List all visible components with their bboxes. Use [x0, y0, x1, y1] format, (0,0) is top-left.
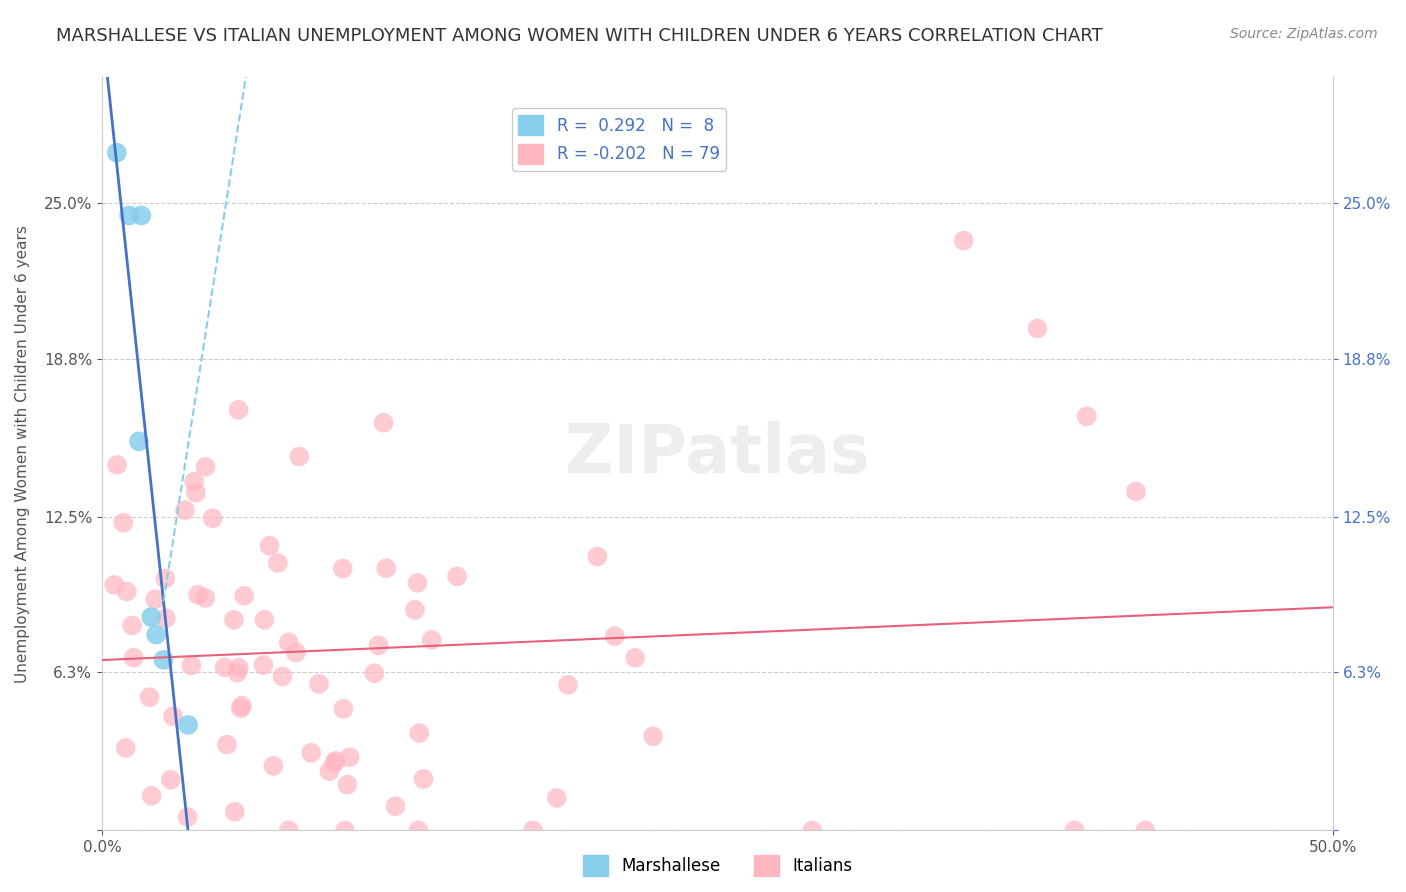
Point [187, 588, 209, 602]
Point [121, 618, 143, 632]
Point [1125, 484, 1147, 499]
Point [325, 754, 347, 768]
Point [183, 475, 205, 489]
Text: MARSHALLESE VS ITALIAN UNEMPLOYMENT AMONG WOMEN WITH CHILDREN UNDER 6 YEARS CORR: MARSHALLESE VS ITALIAN UNEMPLOYMENT AMON… [56, 27, 1102, 45]
Point [323, 756, 346, 770]
Point [194, 591, 217, 605]
Point [1076, 409, 1098, 424]
Point [224, 805, 246, 819]
Point [1135, 823, 1157, 838]
Point [229, 701, 252, 715]
Point [1026, 321, 1049, 335]
Point [145, 627, 167, 641]
Point [138, 690, 160, 705]
Point [155, 611, 177, 625]
Point [339, 750, 361, 764]
Point [141, 789, 163, 803]
Point [801, 823, 824, 838]
Point [252, 658, 274, 673]
Point [408, 823, 430, 838]
Text: Source: ZipAtlas.com: Source: ZipAtlas.com [1230, 27, 1378, 41]
Point [586, 549, 609, 564]
Point [308, 677, 330, 691]
Point [233, 589, 256, 603]
Point [152, 653, 174, 667]
Point [105, 458, 128, 472]
Point [332, 561, 354, 575]
Point [228, 402, 250, 417]
Y-axis label: Unemployment Among Women with Children Under 6 years: Unemployment Among Women with Children U… [15, 225, 30, 683]
Point [131, 209, 153, 223]
Point [143, 592, 166, 607]
Point [122, 650, 145, 665]
Point [184, 485, 207, 500]
Text: ZIPatlas: ZIPatlas [565, 421, 870, 487]
Point [284, 645, 307, 659]
Point [115, 584, 138, 599]
Point [176, 810, 198, 824]
Point [177, 718, 200, 732]
Point [384, 799, 406, 814]
Point [336, 778, 359, 792]
Point [259, 539, 281, 553]
Point [155, 572, 177, 586]
Point [624, 651, 647, 665]
Point [333, 823, 356, 838]
Point [373, 416, 395, 430]
Point [404, 603, 426, 617]
Point [162, 709, 184, 723]
Point [214, 660, 236, 674]
Point [375, 561, 398, 575]
Point [603, 629, 626, 643]
Point [128, 434, 150, 449]
Point [180, 658, 202, 673]
Point [174, 503, 197, 517]
Point [105, 145, 128, 160]
Point [231, 698, 253, 713]
Legend: Marshallese, Italians: Marshallese, Italians [576, 848, 859, 882]
Point [141, 610, 163, 624]
Point [952, 234, 974, 248]
Point [277, 823, 299, 838]
Point [318, 764, 340, 779]
Point [406, 575, 429, 590]
Point [271, 669, 294, 683]
Point [118, 209, 141, 223]
Point [228, 660, 250, 674]
Point [288, 450, 311, 464]
Point [363, 666, 385, 681]
Point [253, 613, 276, 627]
Point [557, 678, 579, 692]
Point [215, 738, 238, 752]
Point [412, 772, 434, 786]
Point [112, 516, 135, 530]
Point [226, 665, 249, 680]
Point [201, 511, 224, 525]
Point [446, 569, 468, 583]
Point [332, 702, 354, 716]
Point [277, 635, 299, 649]
Point [408, 726, 430, 740]
Point [159, 772, 181, 787]
Point [222, 613, 245, 627]
Point [263, 759, 285, 773]
Point [641, 729, 664, 743]
Point [367, 638, 389, 652]
Point [299, 746, 322, 760]
Point [194, 459, 217, 474]
Point [522, 823, 544, 838]
Point [114, 740, 136, 755]
Point [546, 791, 568, 805]
Point [420, 632, 443, 647]
Point [1063, 823, 1085, 838]
Point [267, 556, 290, 570]
Point [103, 578, 125, 592]
